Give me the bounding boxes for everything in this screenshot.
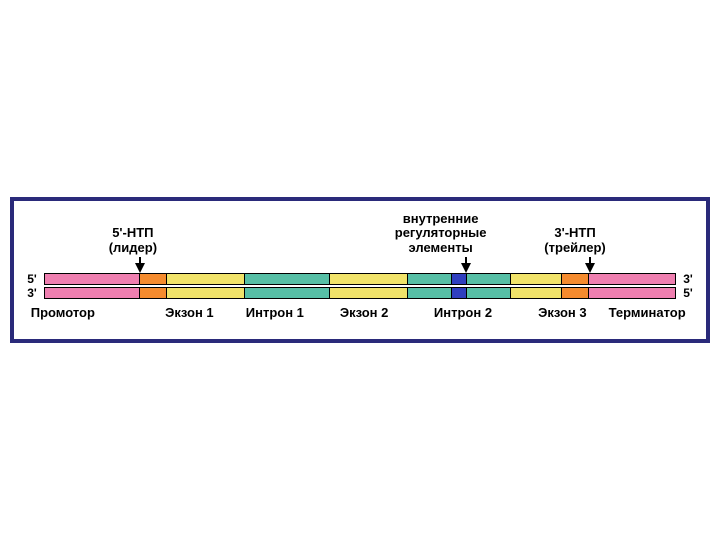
segment-terminator [589, 288, 675, 298]
five-prime-right: 5' [680, 287, 696, 299]
left-end-labels: 5' 3' [24, 273, 40, 299]
arrow-down-icon [135, 263, 145, 273]
dna-strands [44, 273, 676, 299]
segment-reg [452, 274, 467, 284]
gene-diagram: 5'-НТП(лидер)внутренниерегуляторныеэлеме… [24, 219, 696, 325]
three-prime-right: 3' [680, 273, 696, 285]
arrow-down-icon [461, 263, 471, 273]
bottom-label-6: Терминатор [609, 305, 686, 320]
segment-exon1 [167, 288, 245, 298]
segment-promoter [45, 288, 140, 298]
top-strand [44, 273, 676, 285]
callout-reg: внутренниерегуляторныеэлементы [395, 212, 487, 255]
segment-intron2b [467, 274, 511, 284]
segment-utr3 [562, 274, 590, 284]
arrow-down-icon [585, 263, 595, 273]
right-end-labels: 3' 5' [680, 273, 696, 299]
bottom-labels: Промотор Экзон 1 Интрон 1 Экзон 2 Интрон 2 Эк… [24, 303, 696, 325]
callout-utr3: 3'-НТП(трейлер) [544, 226, 605, 255]
segment-promoter [45, 274, 140, 284]
bottom-label-5: Экзон 3 [538, 305, 587, 320]
segment-terminator [589, 274, 675, 284]
bottom-label-1: Экзон 1 [165, 305, 214, 320]
segment-intron2a [408, 274, 452, 284]
segment-exon3 [511, 274, 561, 284]
segment-exon2 [330, 274, 408, 284]
segment-utr5 [140, 288, 168, 298]
bottom-label-4: Интрон 2 [434, 305, 492, 320]
five-prime-left: 5' [24, 273, 40, 285]
bottom-label-0: Промотор [31, 305, 95, 320]
segment-intron1 [245, 274, 329, 284]
strands-wrap: 5' 3' 3' 5' [24, 273, 696, 299]
segment-intron1 [245, 288, 329, 298]
bottom-label-2: Интрон 1 [246, 305, 304, 320]
segment-intron2b [467, 288, 511, 298]
bottom-strand [44, 287, 676, 299]
callout-utr5: 5'-НТП(лидер) [109, 226, 157, 255]
segment-exon1 [167, 274, 245, 284]
segment-utr5 [140, 274, 168, 284]
diagram-frame: 5'-НТП(лидер) внутренниерегуляторныеэлеме… [10, 197, 710, 343]
segment-exon3 [511, 288, 561, 298]
segment-utr3 [562, 288, 590, 298]
three-prime-left: 3' [24, 287, 40, 299]
top-callouts: 5'-НТП(лидер)внутренниерегуляторныеэлеме… [24, 219, 696, 273]
segment-reg [452, 288, 467, 298]
bottom-label-3: Экзон 2 [340, 305, 389, 320]
segment-intron2a [408, 288, 452, 298]
segment-exon2 [330, 288, 408, 298]
